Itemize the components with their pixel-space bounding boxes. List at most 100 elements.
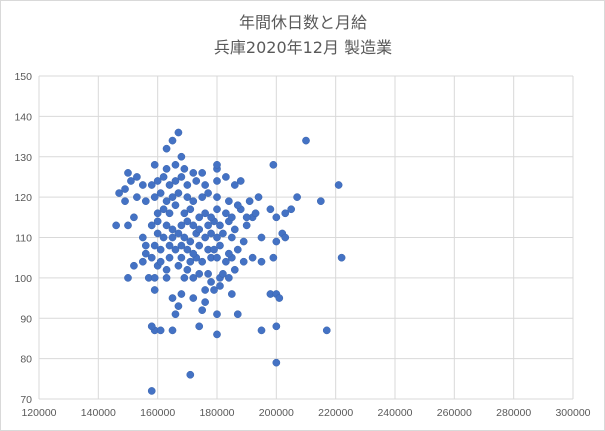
data-point (150, 286, 159, 294)
data-point (213, 205, 221, 214)
data-point (233, 245, 242, 254)
data-point (201, 233, 209, 242)
data-point (189, 221, 198, 230)
x-tick-label: 120000 (21, 407, 56, 419)
data-point (174, 302, 183, 310)
x-tick-label: 300000 (555, 407, 590, 419)
data-point (198, 169, 207, 177)
data-point (168, 225, 177, 234)
data-points (112, 128, 346, 395)
data-point (141, 241, 150, 250)
data-point (207, 213, 215, 222)
data-point (141, 197, 150, 206)
data-point (121, 197, 129, 206)
data-point (156, 245, 165, 254)
data-point (174, 229, 183, 238)
data-point (177, 173, 186, 181)
data-point (213, 160, 221, 169)
data-point (174, 189, 183, 197)
data-point (272, 358, 281, 367)
data-point (198, 306, 207, 315)
y-tick-label: 120 (14, 192, 32, 204)
data-point (248, 253, 257, 262)
data-point (147, 322, 156, 331)
data-point (150, 193, 159, 201)
data-point (239, 237, 248, 246)
x-tick-label: 240000 (377, 407, 412, 419)
data-point (180, 233, 189, 242)
y-tick-label: 130 (14, 152, 32, 164)
data-point (213, 330, 221, 339)
data-point (174, 261, 183, 270)
data-point (189, 169, 198, 177)
data-point (171, 177, 180, 185)
data-point (227, 290, 236, 298)
y-tick-label: 80 (20, 354, 32, 366)
data-point (195, 269, 204, 278)
data-point (130, 213, 138, 222)
data-point (165, 181, 174, 189)
data-point (153, 229, 162, 238)
data-point (183, 217, 192, 226)
y-tick-label: 70 (20, 394, 32, 406)
data-point (165, 241, 174, 250)
data-point (210, 245, 218, 254)
data-point (168, 193, 177, 201)
data-point (257, 233, 266, 242)
data-point (159, 205, 168, 214)
chart-title-line-2: 兵庫2020年12月 製造業 (214, 38, 392, 57)
data-point (198, 193, 207, 201)
data-point (213, 233, 221, 242)
data-point (183, 193, 192, 201)
data-point (156, 189, 165, 197)
data-point (236, 177, 245, 185)
data-point (133, 193, 141, 201)
data-point (189, 274, 198, 282)
data-point (124, 169, 132, 177)
data-point (204, 269, 212, 278)
data-point (242, 213, 251, 222)
data-point (222, 209, 230, 218)
data-point (138, 181, 147, 189)
data-point (257, 326, 266, 335)
data-point (147, 221, 156, 230)
data-point (281, 209, 290, 218)
data-point (153, 209, 162, 218)
data-point (222, 257, 230, 266)
data-point (171, 201, 180, 210)
data-point (245, 197, 254, 206)
data-point (227, 233, 236, 242)
data-point (112, 221, 120, 230)
data-point (121, 185, 129, 193)
data-point (272, 237, 281, 246)
data-point (183, 265, 192, 274)
data-point (233, 201, 242, 210)
data-point (192, 177, 201, 185)
data-point (251, 209, 260, 218)
data-point (254, 193, 263, 201)
data-point (159, 233, 168, 242)
data-point (127, 177, 135, 185)
data-point (242, 221, 251, 230)
data-point (230, 181, 239, 189)
data-point (174, 128, 183, 137)
data-point (225, 274, 233, 282)
data-point (322, 326, 331, 335)
data-point (195, 322, 204, 331)
data-point (334, 181, 343, 189)
data-point (257, 257, 266, 266)
data-point (165, 209, 174, 218)
data-point (168, 326, 177, 335)
data-point (189, 294, 198, 302)
data-point (162, 265, 171, 274)
data-point (150, 160, 159, 169)
data-point (213, 177, 221, 185)
axis-tick-labels: 70 80 90 100 110 120 130 140 150 120000 140000 1600… (14, 71, 590, 419)
data-point (124, 221, 132, 230)
x-tick-label: 260000 (437, 407, 472, 419)
data-point (207, 278, 215, 286)
data-point (183, 245, 192, 254)
data-point (225, 197, 233, 206)
data-point (147, 253, 156, 262)
